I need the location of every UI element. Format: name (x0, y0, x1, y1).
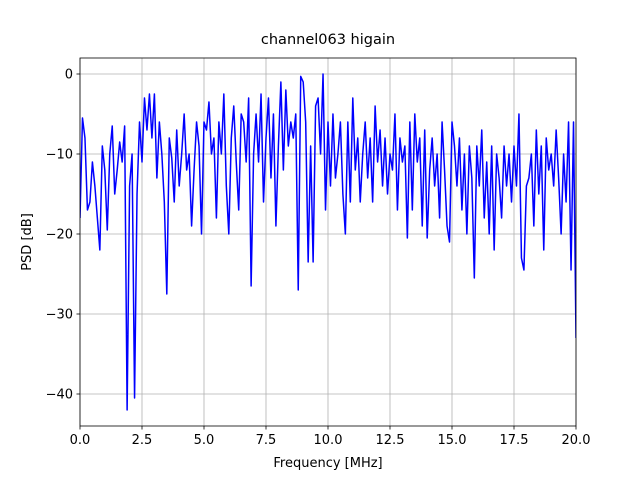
y-tick-label: 0 (65, 68, 73, 83)
x-axis-label: Frequency [MHz] (273, 456, 382, 471)
chart-title: channel063 higain (261, 32, 395, 48)
x-tick-label: 7.5 (256, 433, 277, 448)
y-tick-label: −10 (46, 148, 73, 163)
plot-frame (79, 57, 577, 427)
y-tick-label: −20 (46, 228, 73, 243)
data-line (80, 73, 576, 411)
y-axis-label: PSD [dB] (20, 213, 35, 271)
x-tick-label: 2.5 (132, 433, 153, 448)
x-tick-label: 17.5 (500, 433, 529, 448)
x-tick-label: 0.0 (70, 433, 91, 448)
x-tick-label: 20.0 (562, 433, 591, 448)
x-tick-label: 10.0 (314, 433, 343, 448)
x-tick-label: 15.0 (438, 433, 467, 448)
y-tick-label: −30 (46, 308, 73, 323)
x-tick-label: 5.0 (194, 433, 215, 448)
x-tick-label: 12.5 (376, 433, 405, 448)
y-tick-label: −40 (46, 388, 73, 403)
